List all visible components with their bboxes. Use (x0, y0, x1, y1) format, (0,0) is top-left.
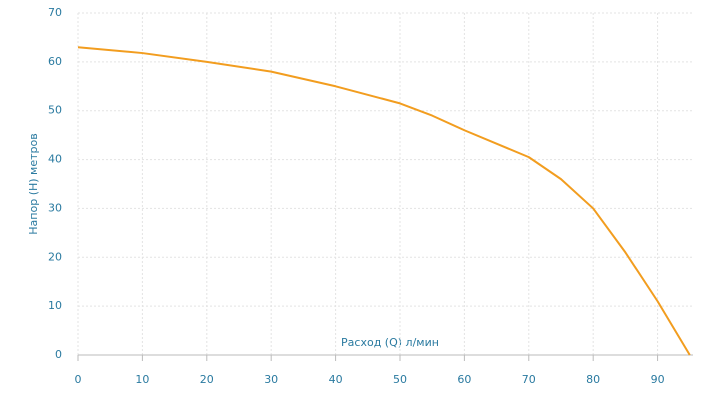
x-tick-label: 90 (651, 373, 665, 386)
data-line (77, 46, 691, 356)
x-tick-label: 10 (135, 373, 149, 386)
y-tick-label: 40 (48, 153, 62, 166)
x-tick-label: 40 (329, 373, 343, 386)
x-tick-label: 0 (75, 373, 82, 386)
y-tick-label: 0 (55, 348, 62, 361)
x-tick-label: 80 (586, 373, 600, 386)
y-tick-label: 20 (48, 250, 62, 263)
x-axis-label: Расход (Q) л/мин (341, 336, 439, 349)
x-tick-label: 30 (264, 373, 278, 386)
y-tick-label: 30 (48, 201, 62, 214)
y-tick-label: 70 (48, 6, 62, 19)
x-tick-label: 50 (393, 373, 407, 386)
x-tick-label: 60 (457, 373, 471, 386)
y-axis-label: Напор (Н) метров (27, 133, 40, 234)
x-tick-label: 70 (522, 373, 536, 386)
y-tick-label: 10 (48, 299, 62, 312)
y-tick-label: 50 (48, 104, 62, 117)
x-tick-label: 20 (200, 373, 214, 386)
y-tick-label: 60 (48, 55, 62, 68)
